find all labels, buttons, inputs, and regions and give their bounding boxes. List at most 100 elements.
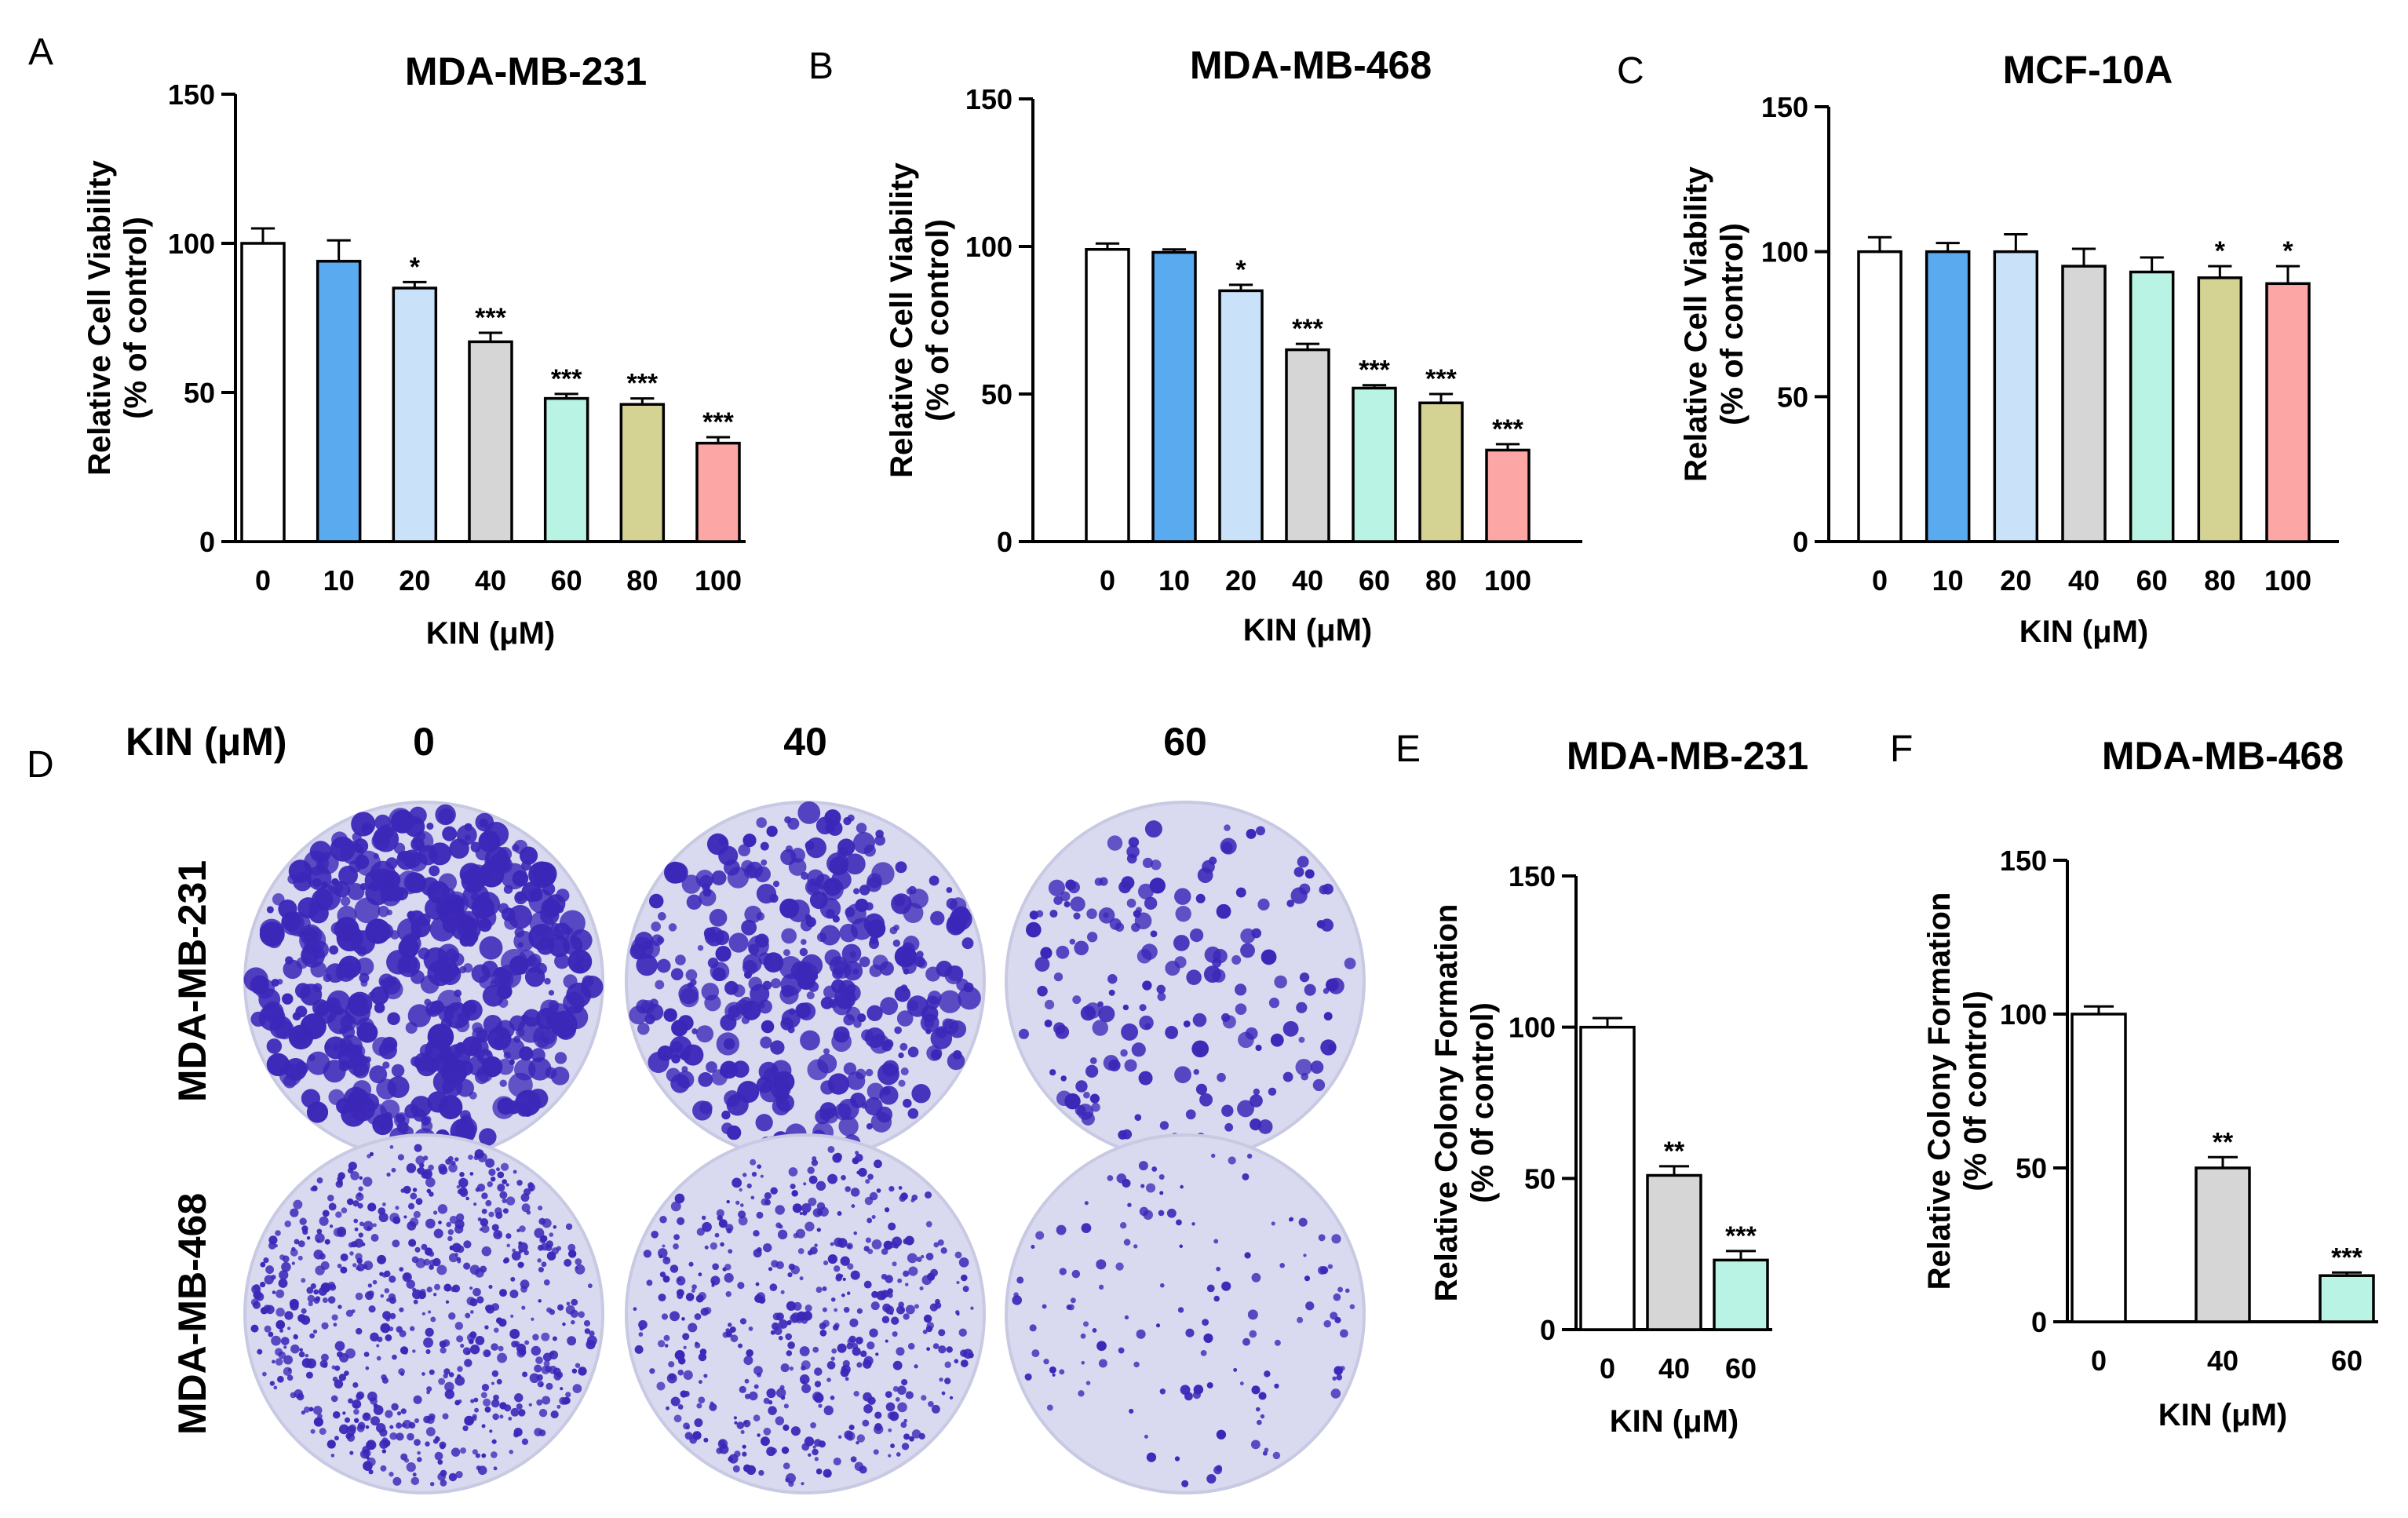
colony-dot	[925, 995, 940, 1010]
colony-dot	[408, 1239, 417, 1247]
colony-dot	[462, 1036, 482, 1056]
colony-dot	[829, 956, 848, 975]
colony-dot	[775, 1388, 786, 1398]
colony-dot	[867, 1082, 885, 1100]
colony-dot	[874, 1159, 882, 1169]
colony-dot	[918, 1432, 925, 1440]
colony-dot	[310, 1429, 316, 1434]
colony-dot	[1256, 1419, 1262, 1425]
colony-dot	[682, 1333, 690, 1341]
colony-dot	[721, 1443, 727, 1449]
colony-dot	[516, 1180, 523, 1186]
colony-dot	[856, 1308, 863, 1314]
colony-dot	[283, 1075, 297, 1089]
colony-dot	[1192, 1391, 1201, 1399]
colony-dot	[885, 1391, 892, 1398]
y-tick-label: 0	[1793, 526, 1808, 558]
colony-dot	[734, 1450, 741, 1458]
colony-dot	[799, 947, 808, 957]
colony-dot	[426, 1188, 432, 1194]
colony-dot	[298, 1351, 305, 1358]
colony-dot	[673, 1414, 682, 1423]
colony-dot	[783, 1403, 789, 1409]
colony-dot	[562, 1024, 573, 1035]
colony-dot	[382, 1311, 392, 1320]
colony-dot	[469, 1172, 474, 1176]
colony-dot	[770, 1187, 778, 1195]
colony-dot	[447, 1235, 453, 1242]
colony-dot	[757, 1372, 761, 1378]
colony-dot	[421, 1243, 428, 1250]
colony-dot	[313, 1289, 319, 1295]
colony-dot	[946, 898, 958, 910]
colony-dot	[637, 1022, 650, 1035]
colony-dot	[728, 1323, 732, 1327]
dish-grid	[243, 801, 1366, 1494]
colony-dot	[1146, 1452, 1157, 1462]
y-tick-label: 150	[2000, 845, 2047, 877]
colony-dot	[259, 1281, 266, 1288]
colony-dot	[520, 1286, 527, 1293]
colony-dot	[402, 1272, 412, 1283]
colony-dot	[1155, 1323, 1161, 1328]
colony-dot	[429, 1369, 435, 1375]
colony-dot	[512, 1248, 516, 1253]
colony-dot	[892, 1261, 897, 1267]
colony-dot	[797, 1248, 804, 1254]
colony-dot	[419, 1288, 426, 1295]
colony-dot	[850, 1098, 856, 1104]
colony-dot	[389, 1145, 394, 1149]
colony-dot	[290, 1208, 299, 1217]
colony-dot	[488, 1284, 493, 1289]
colony-dot	[1323, 1012, 1333, 1021]
colony-dot	[451, 1160, 456, 1166]
colony-dot	[306, 1235, 311, 1240]
colony-dot	[757, 1433, 761, 1437]
colony-dot	[698, 1396, 706, 1404]
colony-dot	[885, 1402, 896, 1412]
colony-dot	[456, 1245, 465, 1253]
colony-dot	[572, 1384, 582, 1393]
colony-dot	[1049, 1069, 1056, 1076]
colony-dot	[803, 1182, 807, 1186]
colony-dot	[904, 1283, 909, 1286]
colony-dot	[304, 943, 312, 951]
colony-dot	[329, 1224, 334, 1228]
colony-dot	[317, 1414, 323, 1419]
colony-dot	[1217, 1072, 1226, 1082]
colony-dot	[661, 1313, 669, 1320]
colony-dot	[497, 1171, 505, 1179]
colony-dot	[488, 1168, 496, 1177]
colony-dot	[730, 1334, 739, 1343]
colony-dot	[370, 1234, 379, 1242]
colony-dot	[807, 1166, 815, 1174]
colony-dot	[1200, 1349, 1207, 1356]
colony-dot	[865, 1178, 870, 1184]
colony-dot	[1258, 1392, 1267, 1400]
colony-dot	[327, 990, 351, 1014]
colony-dot	[477, 1465, 487, 1476]
colony-dot	[692, 1100, 713, 1121]
colony-dot	[1136, 1329, 1146, 1339]
colony-dot	[426, 1386, 432, 1392]
colony-dot	[496, 1378, 502, 1385]
colony-dot	[946, 1346, 953, 1353]
colony-dot	[799, 1276, 804, 1281]
colony-dot	[1251, 1272, 1261, 1283]
colony-dot	[944, 965, 964, 984]
colony-dot	[514, 1393, 524, 1403]
colony-dot	[499, 1191, 508, 1199]
colony-dot	[837, 1343, 847, 1353]
colony-dot	[788, 1263, 796, 1271]
colony-dot	[423, 1258, 431, 1266]
colony-dot	[1012, 1295, 1023, 1305]
colony-dot	[243, 967, 268, 992]
colony-dot	[541, 1332, 550, 1341]
colony-dot	[827, 1073, 850, 1095]
colony-dot	[287, 1367, 292, 1372]
colony-dot	[312, 878, 322, 888]
colony-dot	[352, 1399, 362, 1409]
colony-dot	[1260, 1414, 1265, 1419]
colony-dot	[867, 1341, 875, 1350]
colony-dot	[389, 1432, 398, 1440]
